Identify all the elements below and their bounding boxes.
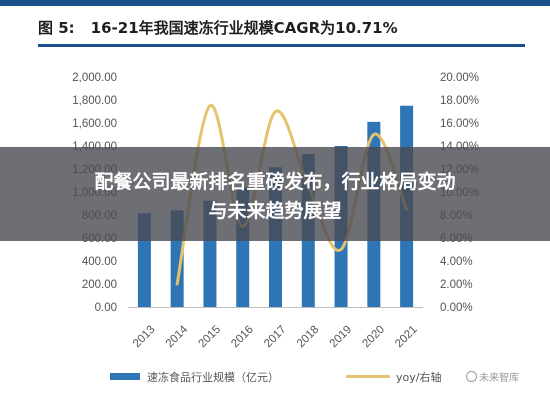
x-axis-tick-label: 2018: [295, 324, 322, 351]
right-axis-tick-label: 16.00%: [440, 118, 479, 130]
figure-title-text: 16-21年我国速冻行业规模CAGR为10.71%: [90, 19, 398, 37]
right-axis-tick-label: 0.00%: [440, 302, 473, 314]
left-axis-tick-label: 0.00: [95, 302, 117, 314]
x-axis-tick-label: 2017: [262, 324, 289, 351]
left-axis-tick-label: 400.00: [82, 256, 117, 268]
top-accent-bar: [0, 0, 550, 6]
chart-legend: 速冻食品行业规模（亿元） yoy/右轴: [0, 366, 550, 386]
left-axis-tick-label: 2,000.00: [72, 72, 117, 84]
right-axis-tick-label: 4.00%: [440, 256, 473, 268]
legend-label-line: yoy/右轴: [396, 371, 442, 384]
right-axis-tick-label: 2.00%: [440, 279, 473, 291]
left-axis-tick-label: 200.00: [82, 279, 117, 291]
legend-swatch-bar: [110, 373, 140, 380]
headline-overlay: [0, 147, 550, 241]
legend-swatch-line: [346, 375, 390, 378]
headline-text: 配餐公司最新排名重磅发布，行业格局变动 与未来趋势展望: [0, 168, 550, 226]
x-axis-tick-label: 2013: [131, 324, 158, 351]
x-axis-tick-label: 2014: [164, 323, 191, 350]
legend-label-bar: 速冻食品行业规模（亿元）: [147, 371, 279, 384]
left-axis-tick-label: 1,800.00: [72, 95, 117, 107]
figure-label: 图 5:: [38, 19, 75, 37]
watermark-logo-icon: [466, 371, 477, 382]
right-axis-tick-label: 20.00%: [440, 72, 479, 84]
watermark-text: 未来智库: [479, 373, 519, 384]
title-rule: [38, 44, 525, 47]
figure-title: 图 5: 16-21年我国速冻行业规模CAGR为10.71%: [38, 17, 398, 38]
x-axis-tick-label: 2019: [328, 324, 355, 351]
x-axis-tick-label: 2015: [197, 324, 224, 351]
watermark: 未来智库: [466, 369, 519, 384]
x-axis-tick-label: 2020: [360, 324, 387, 351]
x-axis-tick-label: 2021: [393, 324, 420, 351]
headline-line-2: 与未来趋势展望: [208, 200, 342, 222]
left-axis-tick-label: 1,600.00: [72, 118, 117, 130]
right-axis-tick-label: 18.00%: [440, 95, 479, 107]
x-axis-tick-label: 2016: [229, 324, 256, 351]
headline-line-1: 配餐公司最新排名重磅发布，行业格局变动: [94, 171, 456, 193]
